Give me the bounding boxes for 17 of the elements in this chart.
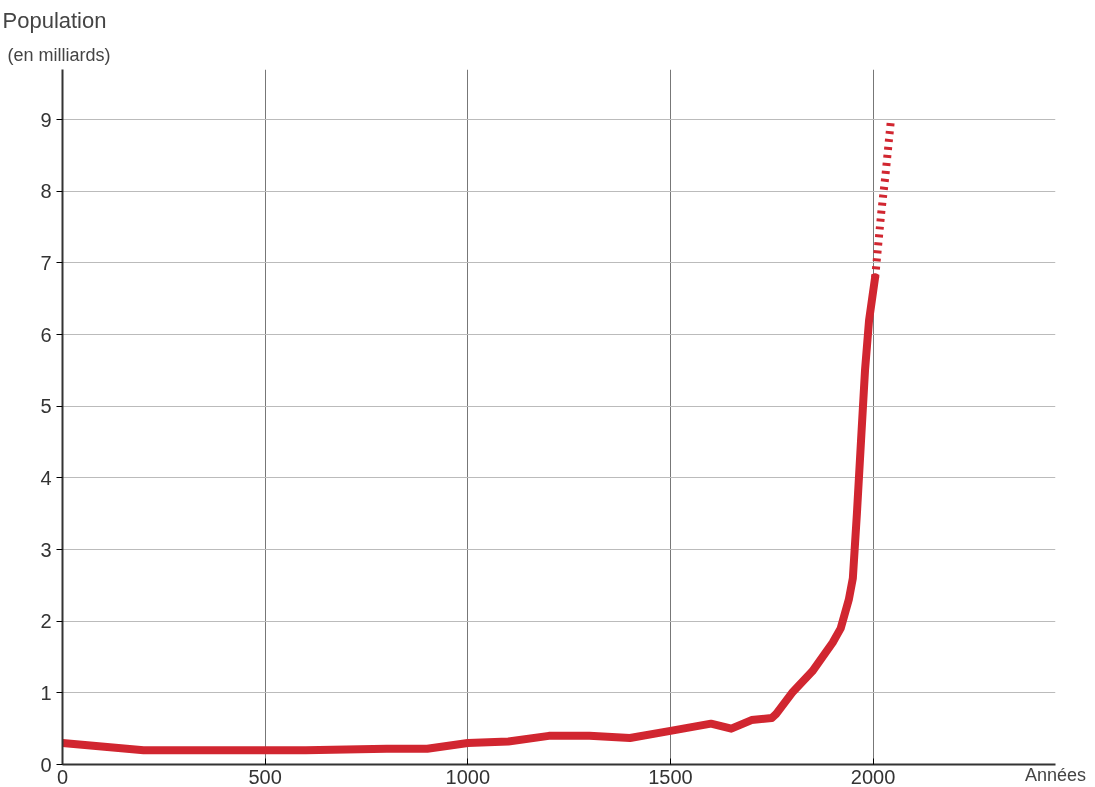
x-tick-label: 0 — [56, 765, 69, 787]
y-tick-label: 9 — [40, 108, 52, 131]
y-tick-label: 3 — [40, 538, 52, 561]
y-tick-label: 1 — [40, 681, 52, 704]
x-axis-title: Années — [1024, 764, 1087, 785]
x-tick-label: 500 — [248, 765, 282, 787]
x-tick-label: 1500 — [648, 765, 693, 787]
x-tick-label: 2000 — [850, 765, 896, 787]
y-tick-label: 7 — [40, 251, 52, 274]
chart-title: Population — [2, 7, 107, 33]
y-tick-label: 6 — [40, 323, 52, 346]
y-tick-label: 8 — [40, 180, 52, 203]
y-tick-label: 4 — [40, 466, 52, 489]
y-tick-label: 2 — [40, 610, 52, 633]
chart-subtitle: (en milliards) — [7, 44, 111, 65]
y-tick-label: 5 — [40, 395, 52, 418]
x-tick-label: 1000 — [445, 765, 491, 787]
